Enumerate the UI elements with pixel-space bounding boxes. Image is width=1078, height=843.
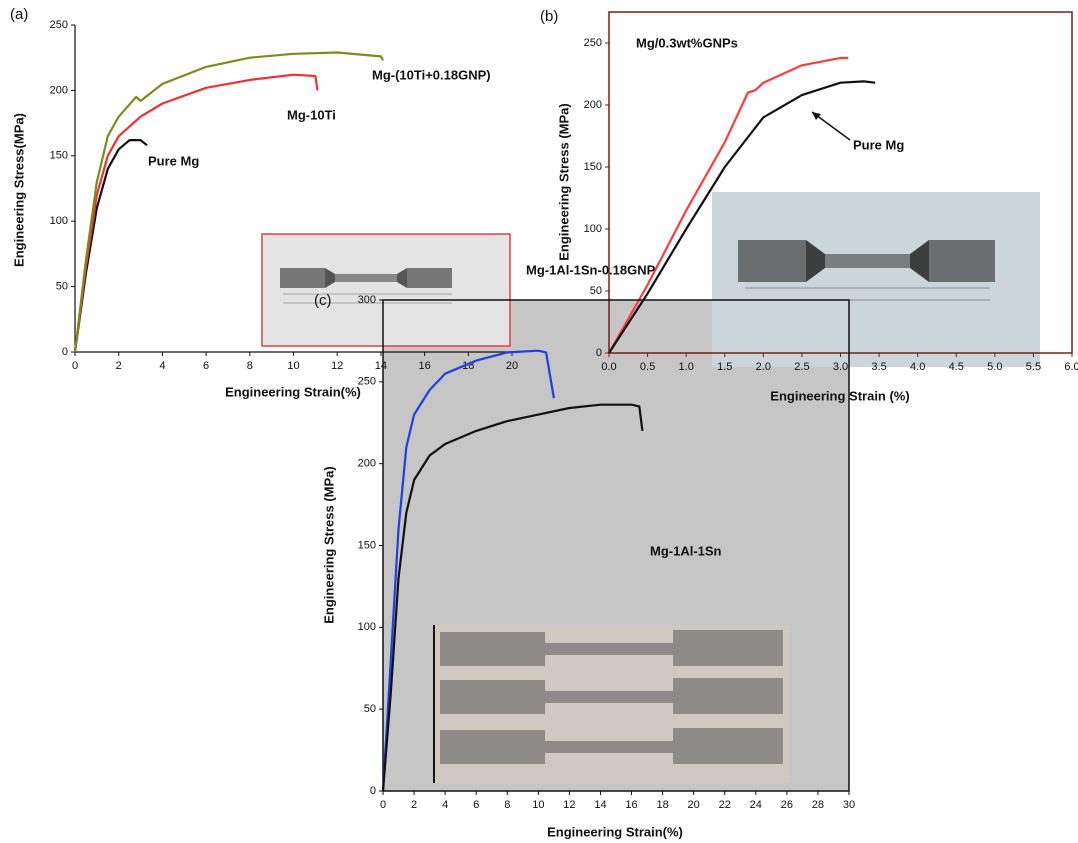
x-tick-label: 24 [750,799,762,811]
series-label: Mg-1Al-1Sn [650,543,722,558]
x-tick-label: 14 [594,799,606,811]
y-tick-label: 150 [50,150,68,162]
x-tick-label: 16 [625,799,637,811]
series-line [381,349,555,792]
series-line [73,51,385,353]
y-tick-label: 150 [584,161,602,173]
x-tick-label: 14 [375,360,387,372]
x-tick-label: 4 [442,799,448,811]
x-tick-label: 8 [504,799,510,811]
x-tick-label: 0.5 [640,361,655,373]
specimen-inset [261,233,511,347]
y-axis-label: Engineering Stress(MPa) [11,113,26,267]
x-tick-label: 4.5 [949,361,964,373]
x-tick-label: 20 [688,799,700,811]
x-tick-label: 3.0 [833,361,848,373]
panel-label: (b) [540,8,558,25]
series-label: Mg/0.3wt%GNPs [636,35,738,50]
x-tick-label: 20 [506,360,518,372]
x-tick-label: 0.0 [601,361,616,373]
y-tick-label: 150 [358,539,376,551]
arrow-head [812,112,821,120]
y-tick-label: 100 [584,223,602,235]
x-tick-label: 6 [473,799,479,811]
x-tick-label: 2 [116,360,122,372]
x-tick-label: 16 [418,360,430,372]
x-tick-label: 18 [656,799,668,811]
y-tick-label: 0 [596,347,602,359]
y-tick-label: 250 [584,37,602,49]
x-tick-label: 28 [812,799,824,811]
chart-panel: 0.0 0.5 1.0 1.5 2.0 2.5 3.0 3.5 4.0 4.5 5.0 5.5 6.0 0… [540,8,1078,403]
x-tick-label: 4 [159,360,165,372]
x-tick-label: 4.0 [910,361,925,373]
y-tick-label: 200 [584,99,602,111]
specimen-inset [712,192,1040,367]
specimen-photo [433,625,789,783]
series-line [73,139,148,353]
x-tick-label: 10 [287,360,299,372]
x-tick-label: 5.0 [987,361,1002,373]
series-line [608,56,849,354]
x-tick-label: 8 [247,360,253,372]
series-line [73,73,319,353]
x-tick-label: 10 [532,799,544,811]
x-tick-label: 30 [843,799,855,811]
y-tick-label: 200 [358,458,376,470]
y-tick-label: 200 [50,84,68,96]
panel-label: (a) [10,6,28,23]
x-tick-label: 12 [563,799,575,811]
series-line [608,80,876,354]
x-tick-label: 12 [331,360,343,372]
y-tick-label: 50 [590,285,602,297]
series-label: Mg-10Ti [287,107,336,122]
x-tick-label: 6 [203,360,209,372]
x-tick-label: 1.5 [717,361,732,373]
x-axis-label: Engineering Strain(%) [547,824,683,839]
chart-panel: 0 2 4 6 8 10 12 14 16 18 20050100150200250(a)Engin… [10,6,518,399]
y-tick-label: 0 [62,346,68,358]
x-axis-label: Engineering Strain(%) [225,384,361,399]
x-tick-label: 5.5 [1026,361,1041,373]
x-tick-label: 1.0 [679,361,694,373]
x-tick-label: 2.5 [794,361,809,373]
x-tick-label: 26 [781,799,793,811]
series-line [381,403,644,792]
x-tick-label: 0 [380,799,386,811]
series-label: Mg-(10Ti+0.18GNP) [372,67,491,82]
y-tick-label: 0 [370,785,376,797]
series-label: Pure Mg [853,137,904,152]
panel-label: (c) [314,292,332,309]
y-tick-label: 100 [50,215,68,227]
x-tick-label: 22 [719,799,731,811]
x-axis-label: Engineering Strain (%) [770,388,909,403]
x-tick-label: 2 [411,799,417,811]
y-axis-label: Engineering Stress (MPa) [556,103,571,260]
x-tick-label: 3.5 [871,361,886,373]
y-axis-label: Engineering Stress (MPa) [321,466,336,623]
y-tick-label: 50 [364,703,376,715]
x-tick-label: 0 [72,360,78,372]
y-tick-label: 250 [50,19,68,31]
series-label: Pure Mg [148,153,199,168]
chart-panel: 0 2 4 6 8 10 12 14 16 18 20 22 24 26 28 300501001502002… [314,262,855,839]
y-tick-label: 100 [358,621,376,633]
x-tick-label: 2.0 [756,361,771,373]
series-label: Mg-1Al-1Sn-0.18GNP [526,262,656,277]
y-tick-label: 300 [358,294,376,306]
y-tick-label: 50 [56,281,68,293]
x-tick-label: 6.0 [1064,361,1078,373]
y-tick-label: 250 [358,376,376,388]
